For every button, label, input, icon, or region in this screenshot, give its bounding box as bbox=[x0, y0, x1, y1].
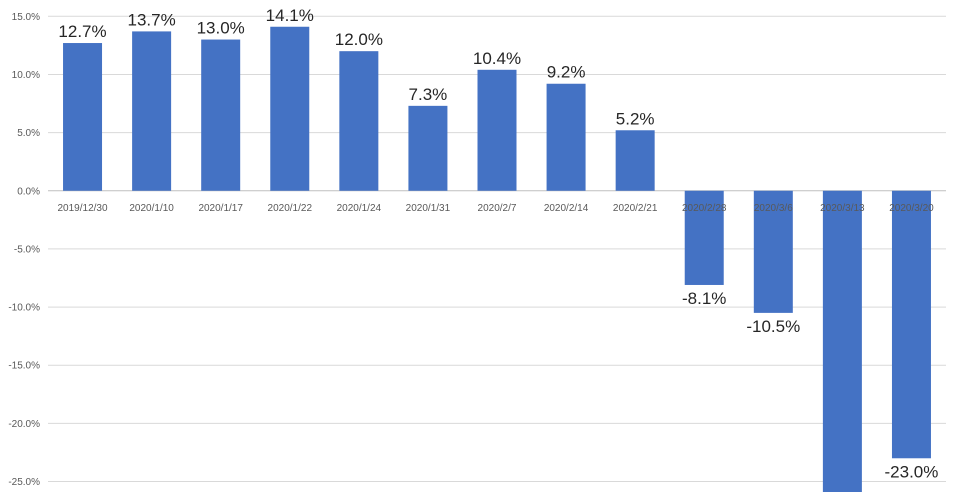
data-label: -10.5% bbox=[746, 317, 800, 336]
bar bbox=[615, 130, 655, 191]
bar bbox=[546, 83, 586, 191]
y-axis-tick-labels: 15.0% 10.0% 5.0% 0.0% -5.0% -10.0% -15.0% -20.0… bbox=[8, 12, 40, 488]
data-label: 10.4% bbox=[473, 49, 521, 68]
bar bbox=[339, 51, 379, 191]
x-tick-label: 2020/2/14 bbox=[544, 203, 589, 214]
bar bbox=[408, 105, 448, 191]
bar bbox=[753, 190, 793, 313]
y-tick-label: -10.0% bbox=[8, 303, 40, 314]
gridlines bbox=[48, 15, 946, 483]
data-label: 7.3% bbox=[409, 85, 448, 104]
y-tick-label: 10.0% bbox=[12, 70, 40, 81]
x-tick-label: 2020/1/22 bbox=[268, 203, 313, 214]
bar bbox=[822, 190, 862, 492]
bar bbox=[477, 69, 517, 191]
data-label: 9.2% bbox=[547, 63, 586, 82]
x-tick-label: 2019/12/30 bbox=[58, 203, 108, 214]
y-tick-label: -15.0% bbox=[8, 361, 40, 372]
y-tick-label: 15.0% bbox=[12, 12, 40, 23]
x-tick-label: 2020/2/21 bbox=[613, 203, 658, 214]
x-tick-label: 2020/3/13 bbox=[820, 203, 865, 214]
x-tick-label: 2020/2/28 bbox=[682, 203, 727, 214]
x-axis-tick-labels: 2019/12/30 2020/1/10 2020/1/17 2020/1/22 202… bbox=[58, 203, 935, 214]
data-label: 13.0% bbox=[197, 19, 245, 38]
x-tick-label: 2020/1/24 bbox=[337, 203, 382, 214]
x-tick-label: 2020/3/6 bbox=[754, 203, 793, 214]
bar bbox=[684, 190, 724, 285]
bar bbox=[270, 26, 310, 191]
data-labels: 12.7% 13.7% 13.0% 14.1% 12.0% 7.3% 10.4% 9.2% 5.… bbox=[58, 6, 938, 482]
x-tick-label: 2020/1/17 bbox=[198, 203, 243, 214]
x-tick-label: 2020/3/20 bbox=[889, 203, 934, 214]
bars bbox=[63, 26, 931, 492]
x-tick-label: 2020/1/31 bbox=[406, 203, 451, 214]
data-label: -23.0% bbox=[885, 462, 939, 481]
y-tick-label: -20.0% bbox=[8, 419, 40, 430]
y-tick-label: -25.0% bbox=[8, 477, 40, 488]
data-label: 14.1% bbox=[266, 6, 314, 25]
bar bbox=[63, 43, 103, 191]
data-label: 12.7% bbox=[58, 22, 106, 41]
x-tick-label: 2020/2/7 bbox=[478, 203, 517, 214]
data-label: 13.7% bbox=[128, 10, 176, 29]
x-tick-label: 2020/1/10 bbox=[129, 203, 174, 214]
y-tick-label: -5.0% bbox=[14, 244, 40, 255]
y-tick-label: 0.0% bbox=[17, 186, 40, 197]
data-label: 5.2% bbox=[616, 109, 655, 128]
bar bbox=[891, 190, 931, 459]
data-label: -8.1% bbox=[682, 289, 726, 308]
bar bbox=[201, 39, 241, 191]
bar bbox=[132, 31, 172, 191]
y-tick-label: 5.0% bbox=[17, 128, 40, 139]
data-label: 12.0% bbox=[335, 30, 383, 49]
